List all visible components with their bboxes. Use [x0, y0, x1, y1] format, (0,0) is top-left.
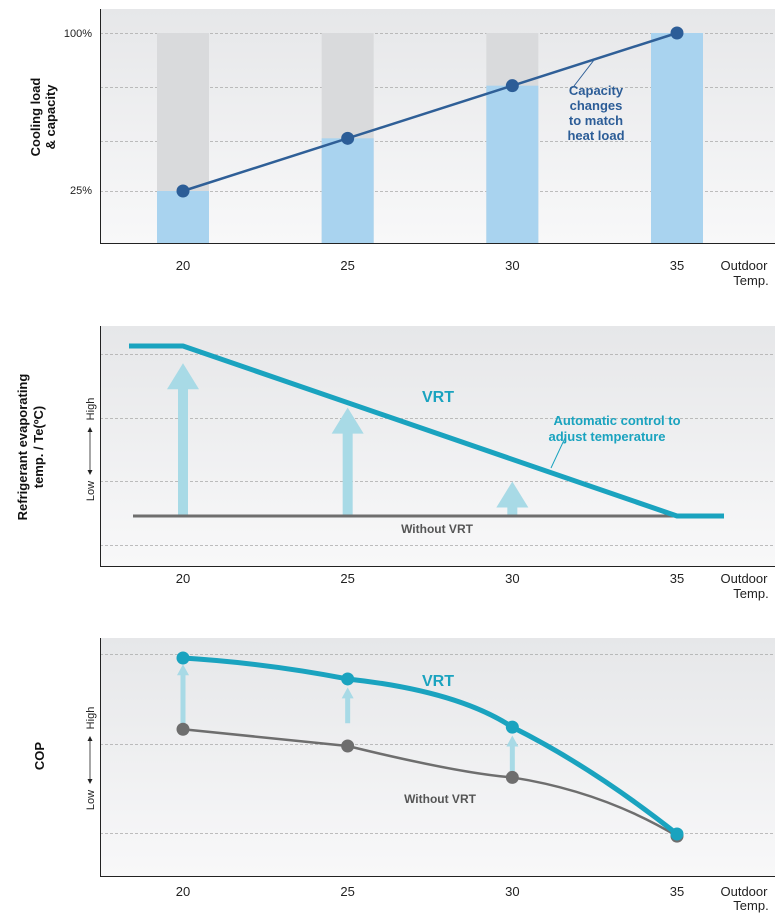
series-lines — [176, 651, 684, 843]
capacity-point-25 — [341, 131, 355, 145]
low-label: Low — [85, 481, 97, 501]
y-axis-label-line1: Cooling load — [28, 78, 43, 157]
y-axis-label-line1: Refrigerant evaporating — [15, 374, 30, 521]
annotation-line4: heat load — [567, 128, 624, 143]
y-axis-label: COP — [32, 742, 47, 771]
x-tick-labels: 20 25 30 35 — [176, 884, 684, 899]
vrt-point-20 — [176, 651, 190, 665]
arrow-head-right-icon — [87, 427, 93, 432]
x-axis-label-line2: Temp. — [733, 273, 768, 288]
x-tick-35: 35 — [670, 884, 684, 899]
capacity-bar-30 — [486, 85, 539, 244]
low-label: Low — [85, 790, 97, 810]
arrow-20-shaft — [178, 388, 188, 516]
arrow-30-shaft — [507, 506, 518, 516]
capacity-point-35 — [670, 26, 684, 40]
x-tick-30: 30 — [505, 884, 519, 899]
x-axis-label-line1: Outdoor — [721, 571, 769, 586]
vrt-point-25 — [341, 672, 355, 686]
capacity-line — [176, 26, 684, 198]
x-tick-20: 20 — [176, 258, 190, 273]
annotation-line1: Automatic control to — [553, 413, 680, 428]
capacity-point-20 — [176, 184, 190, 198]
x-axis-label-line1: Outdoor — [721, 884, 769, 899]
x-tick-20: 20 — [176, 571, 190, 586]
y-axis-label-line1: COP — [32, 742, 47, 771]
arrow-head-left-icon — [87, 779, 93, 784]
y-axis-label-line2: temp. / Te(ºC) — [31, 406, 46, 489]
low-high-indicator: Low High — [85, 398, 97, 501]
capacity-line-path — [182, 31, 678, 193]
capacity-point-30 — [505, 79, 519, 93]
arrow-20-shaft — [180, 674, 186, 724]
x-tick-25: 25 — [340, 884, 354, 899]
vrt-point-35 — [670, 827, 684, 841]
x-tick-25: 25 — [340, 571, 354, 586]
series-lines — [129, 343, 724, 519]
y-axis-label: Cooling load & capacity — [28, 78, 58, 157]
arrow-head-left-icon — [87, 470, 93, 475]
capacity-annotation: Capacity changes to match heat load — [567, 83, 624, 143]
improvement-arrows — [177, 664, 519, 772]
improvement-arrows — [167, 363, 529, 516]
annotation-line1: Capacity — [569, 83, 624, 98]
x-tick-30: 30 — [505, 571, 519, 586]
low-high-indicator: Low High — [85, 707, 97, 810]
y-axis-label: Refrigerant evaporating temp. / Te(ºC) — [15, 374, 46, 521]
plot-area — [100, 638, 775, 876]
plot-area — [100, 326, 775, 566]
vrt-line — [182, 655, 679, 836]
arrow-25-head-icon — [331, 407, 364, 434]
annotation-line3: to match — [569, 113, 623, 128]
x-axis-label-line2: Temp. — [733, 586, 768, 601]
vrt-line — [129, 343, 724, 519]
vrt-point-30 — [505, 720, 519, 734]
without-vrt-point-30 — [505, 770, 519, 784]
x-tick-25: 25 — [340, 258, 354, 273]
x-tick-labels: 20 25 30 35 — [176, 258, 684, 273]
capacity-bar-20 — [157, 191, 209, 243]
without-vrt-point-20 — [176, 722, 190, 736]
y-axis-label-line2: & capacity — [43, 84, 58, 150]
annotation-leader — [573, 59, 595, 87]
arrow-25-head-icon — [341, 687, 354, 699]
gridlines — [100, 654, 775, 834]
without-vrt-label: Without VRT — [404, 792, 477, 806]
x-tick-30: 30 — [505, 258, 519, 273]
x-axis-label-line2: Temp. — [733, 898, 768, 913]
cop-chart: 20 25 30 35 Outdoor Temp. COP Low High VRT … — [32, 638, 775, 913]
annotation-line2: adjust temperature — [548, 429, 665, 444]
vrt-series-label: VRT — [422, 389, 454, 406]
evaporating-temp-chart: 20 25 30 35 Outdoor Temp. Refrigerant evapo… — [15, 326, 775, 601]
cooling-capacity-chart: 20 25 30 35 Outdoor Temp. 100% 25% Cooling … — [28, 9, 775, 288]
x-tick-20: 20 — [176, 884, 190, 899]
x-axis-label-line1: Outdoor — [721, 258, 769, 273]
arrow-20-head-icon — [167, 363, 199, 390]
without-vrt-point-25 — [341, 739, 355, 753]
arrow-head-right-icon — [87, 736, 93, 741]
high-label: High — [85, 398, 97, 421]
without-vrt-label: Without VRT — [401, 522, 474, 536]
arrow-20-head-icon — [177, 664, 189, 676]
y-tick-100: 100% — [64, 28, 92, 40]
arrow-30-head-icon — [496, 481, 529, 508]
x-tick-35: 35 — [670, 258, 684, 273]
annotation-leader — [550, 437, 566, 469]
capacity-bar-25 — [321, 138, 374, 243]
high-label: High — [85, 707, 97, 730]
y-tick-25: 25% — [70, 185, 92, 197]
arrow-30-shaft — [509, 745, 515, 772]
vrt-series-label: VRT — [422, 673, 454, 690]
arrow-30-head-icon — [506, 735, 519, 747]
x-tick-labels: 20 25 30 35 — [176, 571, 684, 586]
x-tick-35: 35 — [670, 571, 684, 586]
bars — [157, 33, 703, 244]
capacity-bar-35 — [651, 33, 703, 243]
arrow-25-shaft — [342, 432, 353, 516]
arrow-25-shaft — [345, 697, 351, 724]
annotation-line2: changes — [570, 98, 623, 113]
